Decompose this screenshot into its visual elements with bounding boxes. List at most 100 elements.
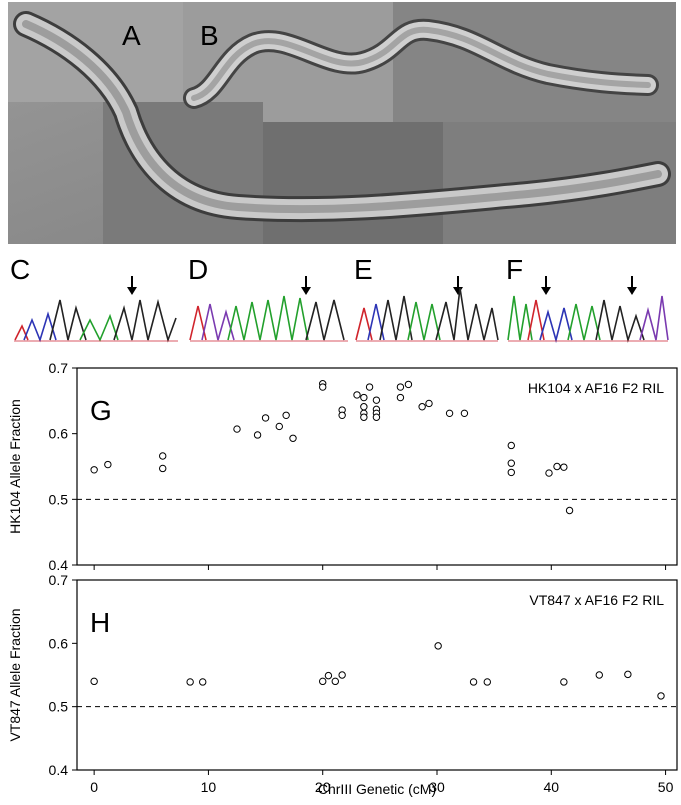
panel-label-e: E [354, 254, 373, 285]
data-point [553, 462, 561, 471]
data-point [159, 452, 167, 460]
scatter-plots: G HK104 x AF16 F2 RIL HK104 Allele Fract… [0, 350, 681, 805]
x-ticks-h: 0 10 20 30 40 50 [90, 770, 674, 795]
y-axis-label-h: VT847 Allele Fraction [7, 608, 23, 741]
chromatogram-e: E [354, 256, 500, 346]
data-point [396, 383, 405, 391]
plot-frame-g [76, 367, 678, 566]
data-point [460, 409, 469, 418]
points-h [90, 642, 665, 700]
data-point [253, 431, 262, 439]
data-point [483, 678, 491, 686]
data-point [261, 414, 270, 422]
y-tick-label: 0.6 [49, 426, 69, 442]
y-axis-label-g: HK104 Allele Fraction [7, 399, 23, 534]
data-point [560, 463, 568, 471]
arrow-icon [127, 287, 137, 295]
scatter-plots-svg: G HK104 x AF16 F2 RIL HK104 Allele Fract… [7, 360, 678, 797]
data-point [404, 380, 413, 389]
worm-micrograph [8, 2, 676, 244]
data-point [365, 383, 374, 391]
x-tick-label: 30 [429, 779, 445, 795]
data-point [159, 464, 167, 473]
data-point [319, 383, 327, 391]
y-tick-label: 0.4 [49, 557, 69, 573]
panel-h: H VT847 x AF16 F2 RIL VT847 Allele Fract… [7, 572, 678, 797]
data-point [338, 671, 346, 679]
chromatogram-c: C [10, 256, 180, 346]
data-point [289, 434, 297, 442]
data-point [282, 411, 290, 419]
data-point [545, 469, 553, 477]
x-tick-label: 20 [315, 779, 331, 795]
chromatogram-trace-d [189, 276, 348, 342]
y-tick-label: 0.5 [49, 699, 69, 715]
chromatogram-d: D [188, 256, 350, 346]
chromatogram-f: F [506, 256, 670, 346]
panel-label-b: B [200, 20, 219, 51]
y-ticks-g: 0.4 0.5 0.6 0.7 [49, 360, 77, 573]
data-point [90, 466, 98, 474]
data-point [657, 692, 665, 700]
y-tick-label: 0.4 [49, 762, 69, 778]
data-point [445, 409, 454, 418]
chart-title-h: VT847 x AF16 F2 RIL [529, 592, 664, 608]
data-point [624, 670, 632, 679]
data-point [360, 393, 368, 402]
data-point [233, 425, 241, 433]
data-point [425, 399, 433, 408]
panel-label-d: D [188, 254, 209, 285]
panel-g: G HK104 x AF16 F2 RIL HK104 Allele Fract… [7, 360, 678, 573]
data-point [434, 642, 442, 650]
panel-label-g-letter: G [90, 395, 112, 426]
arrow-icon [627, 287, 637, 295]
data-point [353, 391, 361, 399]
x-tick-label: 50 [658, 779, 674, 795]
plot-frame-h [76, 579, 678, 771]
data-point [275, 422, 283, 431]
data-point [418, 403, 426, 411]
arrow-icon [541, 287, 551, 295]
panel-label-c: C [10, 254, 31, 285]
data-point [338, 411, 346, 419]
data-point [507, 468, 515, 477]
chromatogram-trace-f [507, 276, 669, 344]
x-tick-label: 40 [543, 779, 559, 795]
micrograph-image: A B [8, 2, 676, 244]
data-point [595, 671, 603, 679]
data-point [360, 403, 368, 411]
x-axis-label-h: ChrIII Genetic (cM) [318, 781, 436, 797]
x-tick-label: 0 [90, 779, 98, 795]
x-ticks-g [93, 565, 667, 570]
y-tick-label: 0.7 [49, 360, 69, 376]
chromatogram-trace-c [14, 276, 178, 343]
panel-label-h: H [90, 607, 110, 638]
data-point [507, 441, 515, 450]
data-point [90, 677, 98, 686]
y-tick-label: 0.5 [49, 491, 69, 507]
data-point [469, 678, 478, 686]
chart-title-g: HK104 x AF16 F2 RIL [528, 380, 664, 396]
data-point [565, 506, 574, 515]
y-ticks-h: 0.4 0.5 0.6 0.7 [49, 572, 77, 778]
y-tick-label: 0.6 [49, 635, 69, 651]
y-tick-label: 0.7 [49, 572, 69, 588]
x-tick-label: 10 [201, 779, 217, 795]
data-point [324, 671, 333, 680]
data-point [360, 413, 368, 421]
data-point [507, 459, 515, 467]
chromatogram-trace-e [355, 276, 499, 342]
data-point [319, 677, 327, 686]
arrow-icon [301, 287, 311, 295]
data-point [331, 677, 339, 686]
data-point [372, 413, 381, 421]
data-point [104, 460, 112, 469]
data-point [372, 396, 381, 404]
data-point [186, 678, 194, 686]
points-g [90, 380, 574, 515]
data-point [396, 393, 405, 402]
data-point [199, 678, 207, 686]
panel-label-a: A [122, 20, 141, 51]
panel-label-f: F [506, 254, 524, 285]
data-point [560, 678, 568, 686]
